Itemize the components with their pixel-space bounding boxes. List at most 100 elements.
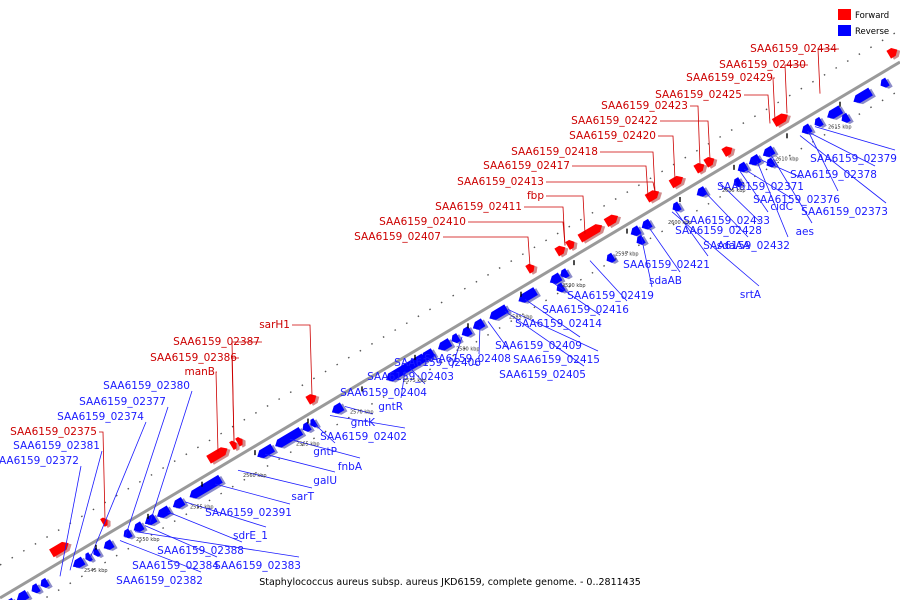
reverse-gene-label: SAA6159_02374 <box>57 411 144 423</box>
reverse-gene-label: SAA6159_02377 <box>79 396 166 408</box>
reverse-gene-arrow <box>451 333 464 345</box>
gene-arrow-body <box>696 186 708 197</box>
reverse-gene-label: SAA6159_02402 <box>320 431 407 443</box>
reverse-gene-arrow <box>275 426 307 449</box>
gene-arrow-body <box>886 48 898 59</box>
forward-label-leader <box>660 120 711 160</box>
reverse-label-leader <box>524 299 581 338</box>
reverse-label-leader <box>739 171 769 213</box>
gene-arrow-body <box>630 225 642 236</box>
gene-arrow-body <box>472 318 486 330</box>
scale-tick-label: 2610 kbp <box>775 156 799 162</box>
reverse-label-leader <box>478 326 481 355</box>
gene-arrow-body <box>16 589 30 600</box>
reverse-gene-label: SAA6159_02406 <box>394 357 481 369</box>
forward-label-leader <box>572 165 649 197</box>
scale-tick-label: 2580 kbp <box>456 346 480 352</box>
reverse-gene-arrow <box>257 443 279 460</box>
reverse-label-leader <box>806 131 876 167</box>
gene-arrow-body <box>206 447 228 464</box>
forward-gene-arrow <box>49 541 72 559</box>
gene-arrow-body <box>577 224 603 243</box>
reverse-gene-arrow <box>853 87 876 105</box>
gene-arrow-body <box>827 105 844 119</box>
forward-label-leader <box>744 94 771 124</box>
scale-tick-label: 2545 kbp <box>84 568 108 574</box>
reverse-label-leader <box>69 450 103 571</box>
legend-forward-swatch <box>838 9 851 20</box>
gene-arrow-body <box>636 234 646 245</box>
reverse-label-leader <box>756 161 789 238</box>
reverse-gene-label: SAA6159_02415 <box>513 354 600 366</box>
gene-arrow-body <box>693 162 705 174</box>
reverse-label-leader <box>814 126 896 151</box>
gene-arrow-body <box>49 541 69 558</box>
gene-arrow-body <box>771 113 788 127</box>
reverse-label-leader <box>314 424 336 444</box>
gene-arrow-body <box>257 443 276 459</box>
reverse-gene-arrow <box>189 474 226 500</box>
gene-arrow-body <box>172 497 186 509</box>
scale-tick-label: 2585 kbp <box>509 315 533 321</box>
reverse-gene-label: SAA6159_02404 <box>340 387 427 399</box>
reverse-gene-label: SAA6159_02382 <box>116 575 203 587</box>
forward-tick-track <box>0 29 900 566</box>
forward-gene-arrow <box>577 224 606 244</box>
gene-arrow-body <box>554 245 566 257</box>
forward-gene-arrow <box>603 214 622 229</box>
reverse-gene-arrow <box>437 338 456 352</box>
scale-tick-label: 2560 kbp <box>243 473 267 479</box>
reverse-gene-arrow <box>641 218 656 231</box>
reverse-gene-arrow <box>560 268 573 280</box>
reverse-gene-arrow <box>133 521 148 534</box>
forward-gene-label: SAA6159_02417 <box>483 160 570 172</box>
gene-arrow-body <box>703 157 715 168</box>
reverse-gene-arrow <box>489 304 512 321</box>
forward-gene-label: SAA6159_02375 <box>10 426 97 438</box>
reverse-gene-arrow <box>172 497 189 510</box>
reverse-gene-arrow <box>748 154 765 167</box>
forward-gene-label: SAA6159_02429 <box>686 72 773 84</box>
gene-arrow-body <box>801 123 813 135</box>
reverse-label-leader <box>504 310 585 367</box>
scale-tick-label: 2575 kbp <box>403 378 427 384</box>
forward-gene-arrow <box>644 190 663 204</box>
gene-arrow-body <box>305 394 317 405</box>
reverse-gene-arrow <box>72 556 89 570</box>
legend-forward-label: Forward <box>855 11 889 21</box>
forward-label-leader <box>784 64 808 114</box>
legend-reverse-label: Reverse <box>855 27 889 37</box>
gene-arrow-body <box>565 239 575 250</box>
reverse-label-leader <box>807 130 839 192</box>
reverse-label-leader <box>451 336 463 369</box>
reverse-gene-arrow <box>801 123 816 136</box>
gene-arrow-body <box>737 161 749 173</box>
forward-gene-label: SAA6159_02422 <box>571 115 658 127</box>
gene-arrow-body <box>606 252 616 263</box>
reverse-label-leader <box>487 321 510 351</box>
reverse-gene-label: sdrE_1 <box>233 530 268 542</box>
reverse-label-leader <box>743 168 792 199</box>
reverse-gene-label: cidC <box>770 201 793 213</box>
reverse-label-leader <box>119 540 202 573</box>
gene-arrow-body <box>85 552 93 562</box>
gene-arrow-body <box>31 583 41 594</box>
gene-arrow-body <box>331 402 345 414</box>
forward-gene-arrow <box>693 162 708 175</box>
forward-gene-label: SAA6159_02418 <box>511 146 598 158</box>
gene-arrow-body <box>103 539 115 550</box>
gene-arrow-body <box>489 304 509 320</box>
forward-label-leader <box>546 195 586 234</box>
scale-tick-labels: 2545 kbp 2550 kbp 2555 kbp 2560 kbp 2565 kbp… <box>84 101 852 574</box>
gene-arrow-body <box>133 521 145 532</box>
forward-label-leader <box>99 431 106 520</box>
scale-tick-label: 2555 kbp <box>190 505 214 511</box>
reverse-gene-label: SAA6159_02403 <box>367 371 454 383</box>
reverse-label-leader <box>59 465 82 577</box>
reverse-gene-arrow <box>630 225 645 238</box>
reverse-gene-label: SAA6159_02405 <box>499 369 586 381</box>
reverse-label-leader <box>167 511 243 543</box>
reverse-label-leader <box>704 191 749 238</box>
forward-gene-arrow <box>771 113 791 128</box>
reverse-label-leader <box>719 182 761 223</box>
